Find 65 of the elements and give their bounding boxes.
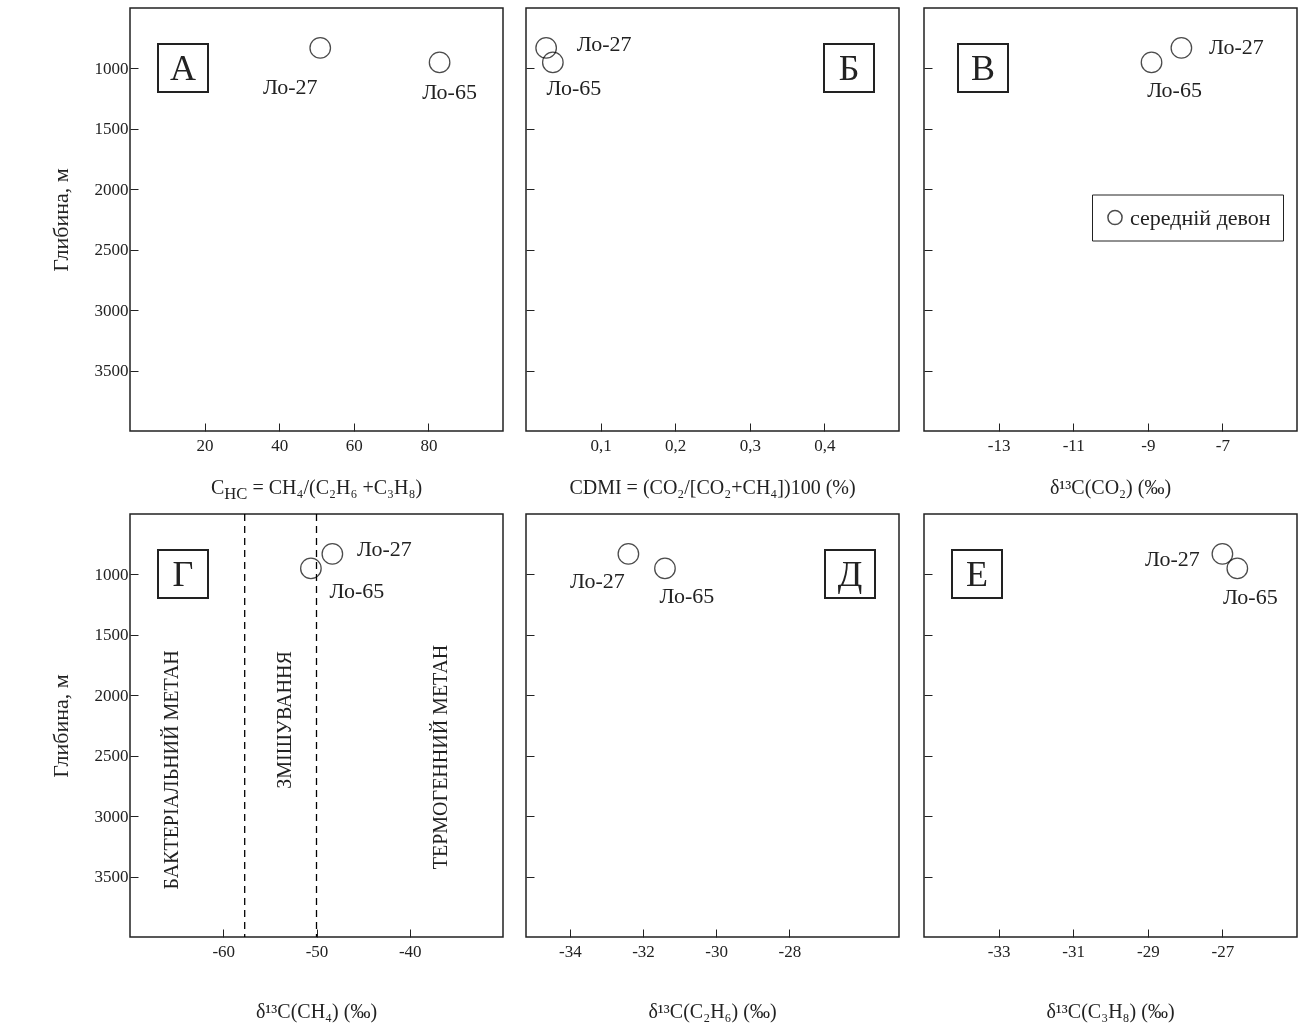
annotation: Ло-65: [1147, 77, 1202, 103]
y-tick-label: 2500: [94, 240, 129, 260]
x-axis-title: δ¹³C(C₃H₈) (‰): [1045, 1000, 1176, 1023]
annotation: Б: [823, 43, 875, 93]
y-axis-title: Глибина, м: [47, 674, 73, 778]
x-tick-label: -34: [559, 941, 583, 961]
annotation: Ло-27: [576, 30, 632, 56]
x-axis-title: δ¹³C(CO₂) (‰): [1048, 476, 1173, 499]
y-tick-label: 1500: [94, 625, 129, 645]
annotation: Ло-27: [1209, 33, 1264, 59]
x-tick-label: -30: [705, 941, 728, 961]
y-tick-label: 1500: [94, 119, 129, 139]
x-tick-label: -29: [1136, 941, 1160, 961]
y-tick-label: 3000: [94, 806, 129, 826]
annotation: Д: [824, 549, 876, 599]
x-tick-label: -32: [632, 941, 655, 961]
annotation: Ло-27: [1145, 545, 1200, 571]
x-tick-label: -28: [778, 941, 802, 961]
annotation: Ло-27: [357, 535, 412, 561]
x-tick-label: -60: [212, 941, 236, 961]
y-tick-label: 2500: [94, 746, 129, 766]
y-tick-label: 3500: [94, 867, 129, 887]
x-tick-label: 0,1: [590, 435, 612, 455]
annotation: Ло-65: [546, 75, 602, 101]
x-tick-label: 40: [271, 435, 289, 455]
y-tick-label: 1000: [94, 58, 129, 78]
legend-label: середній девон: [1130, 204, 1271, 230]
x-tick-label: -40: [398, 941, 422, 961]
y-tick-label: 3500: [94, 361, 129, 381]
annotation: Г: [157, 549, 209, 599]
annotation: Ло-65: [329, 578, 385, 604]
x-tick-label: 0,3: [739, 435, 761, 455]
annotation: БАКТЕРІАЛЬНИЙ МЕТАН: [160, 650, 182, 890]
annotation: В: [957, 43, 1009, 93]
annotation: ТЕРМОГЕННИЙ МЕТАН: [429, 644, 451, 870]
x-tick-label: -9: [1141, 435, 1156, 455]
y-tick-label: 2000: [94, 179, 129, 199]
x-tick-label: -13: [987, 435, 1011, 455]
x-tick-label: 0,2: [665, 435, 687, 455]
annotation: А: [157, 43, 209, 93]
y-tick-label: 1000: [94, 564, 129, 584]
annotation: Ло-65: [422, 79, 477, 105]
y-tick-label: 3000: [94, 300, 129, 320]
annotation: ЗМІШУВАННЯ: [273, 651, 295, 789]
annotation: Ло-27: [262, 73, 318, 99]
x-tick-label: -31: [1062, 941, 1086, 961]
x-tick-label: 0,4: [814, 435, 837, 455]
x-axis-title: δ¹³C(CH₄) (‰): [254, 1000, 379, 1023]
x-tick-label: 80: [420, 435, 438, 455]
annotation: Ло-65: [659, 583, 715, 609]
x-tick-label: 60: [345, 435, 363, 455]
x-tick-label: -11: [1062, 435, 1085, 455]
y-tick-label: 2000: [94, 685, 129, 705]
annotation: Е: [951, 549, 1003, 599]
x-axis-title: CDMI = (CO₂/[CO₂+CH₄])100 (%): [568, 476, 857, 499]
x-tick-label: 20: [196, 435, 214, 455]
annotation: Ло-27: [570, 567, 625, 593]
annotation: Ло-65: [1222, 584, 1278, 610]
x-tick-label: -27: [1211, 941, 1235, 961]
x-axis-title: δ¹³C(C₂H₆) (‰): [647, 1000, 778, 1023]
x-tick-label: -33: [987, 941, 1011, 961]
x-axis-title: C$_{HC}$ = CH₄/(C₂H₆ +C₃H₈): [209, 476, 424, 504]
x-tick-label: -7: [1215, 435, 1231, 455]
x-tick-label: -50: [305, 941, 329, 961]
y-axis-title: Глибина, м: [47, 168, 73, 272]
